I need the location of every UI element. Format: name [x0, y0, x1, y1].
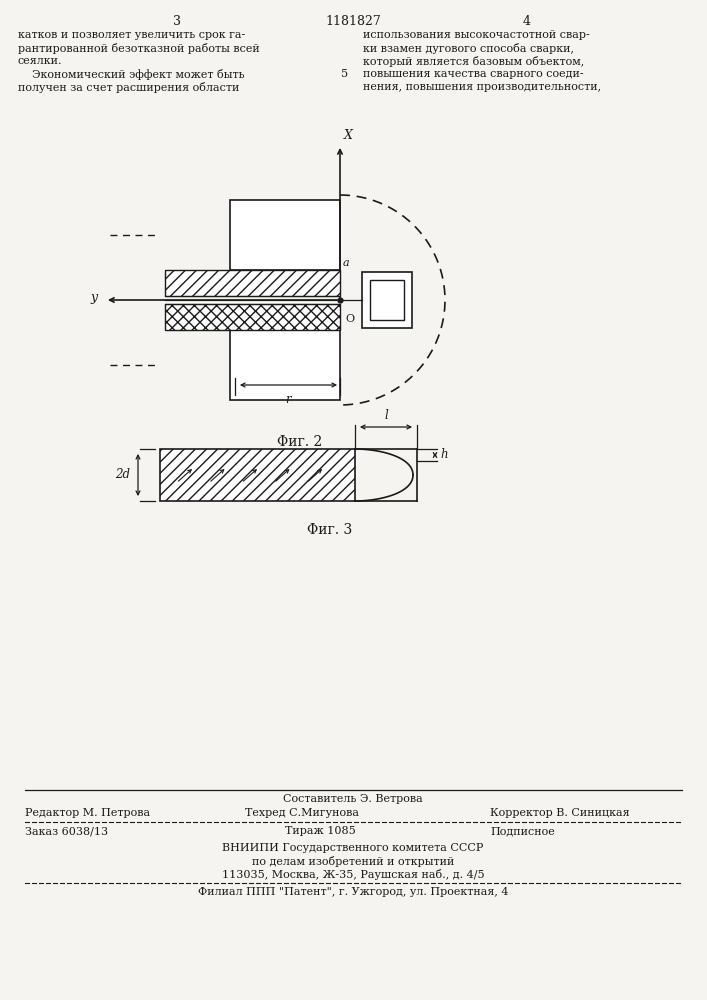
- Text: катков и позволяет увеличить срок га-: катков и позволяет увеличить срок га-: [18, 30, 245, 40]
- Bar: [370, 280, 404, 320]
- Text: Φиг. 2: Φиг. 2: [277, 435, 322, 449]
- Text: ВНИИПИ Государственного комитета СССР: ВНИИПИ Государственного комитета СССР: [222, 843, 484, 853]
- Text: Составитель Э. Ветрова: Составитель Э. Ветрова: [283, 794, 423, 804]
- Text: Заказ 6038/13: Заказ 6038/13: [25, 826, 108, 836]
- Text: X: X: [344, 129, 353, 142]
- Text: который является базовым объектом,: который является базовым объектом,: [363, 56, 584, 67]
- Bar: [160, 449, 355, 501]
- Text: Техред С.Мигунова: Техред С.Мигунова: [245, 808, 359, 818]
- Text: 1181827: 1181827: [325, 15, 381, 28]
- Text: 113035, Москва, Ж-35, Раушская наб., д. 4/5: 113035, Москва, Ж-35, Раушская наб., д. …: [222, 869, 484, 880]
- Text: рантированной безотказной работы всей: рантированной безотказной работы всей: [18, 43, 259, 54]
- Text: использования высокочастотной свар-: использования высокочастотной свар-: [363, 30, 590, 40]
- Text: получен за счет расширения области: получен за счет расширения области: [18, 82, 240, 93]
- Text: Редактор М. Петрова: Редактор М. Петрова: [25, 808, 150, 818]
- Text: 3: 3: [173, 15, 181, 28]
- Bar: [230, 200, 340, 270]
- Bar: [165, 304, 340, 330]
- Bar: [230, 330, 340, 400]
- Text: 5: 5: [341, 69, 348, 79]
- Text: по делам изобретений и открытий: по делам изобретений и открытий: [252, 856, 454, 867]
- Bar: [165, 270, 340, 296]
- Bar: [160, 449, 355, 501]
- Text: Тираж 1085: Тираж 1085: [285, 826, 356, 836]
- Text: 4: 4: [523, 15, 531, 28]
- Text: ки взамен дугового способа сварки,: ки взамен дугового способа сварки,: [363, 43, 574, 54]
- Text: O: O: [345, 314, 354, 324]
- Text: сеялки.: сеялки.: [18, 56, 62, 66]
- Text: y: y: [91, 290, 98, 304]
- Bar: [165, 304, 340, 330]
- Text: повышения качества сварного соеди-: повышения качества сварного соеди-: [363, 69, 583, 79]
- Bar: [362, 272, 412, 328]
- Text: h: h: [440, 448, 448, 462]
- Bar: [165, 270, 340, 296]
- Text: l: l: [384, 409, 388, 422]
- Text: Экономический эффект может быть: Экономический эффект может быть: [18, 69, 245, 80]
- Text: r: r: [285, 393, 291, 406]
- Text: Подписное: Подписное: [490, 826, 555, 836]
- Text: Филиал ППП "Патент", г. Ужгород, ул. Проектная, 4: Филиал ППП "Патент", г. Ужгород, ул. Про…: [198, 887, 508, 897]
- Text: 2d: 2d: [115, 468, 130, 482]
- Text: a: a: [343, 258, 350, 268]
- Text: нения, повышения производительности,: нения, повышения производительности,: [363, 82, 601, 92]
- Text: Корректор В. Синицкая: Корректор В. Синицкая: [490, 808, 630, 818]
- Text: Φиг. 3: Φиг. 3: [308, 523, 353, 537]
